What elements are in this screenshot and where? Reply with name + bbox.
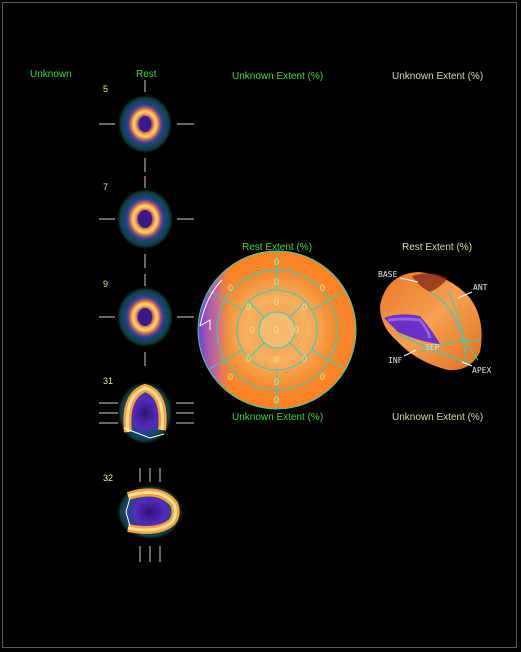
segment-value: 0	[274, 395, 280, 405]
slice-image-31	[99, 381, 194, 445]
slice-image-5	[99, 80, 194, 172]
bullseye-title: Rest Extent (%)	[242, 242, 313, 253]
model-label-inf: INF	[388, 356, 403, 365]
segment-value: 0	[250, 325, 256, 335]
slice-label-31: 31	[103, 376, 114, 386]
slice-image-32	[116, 468, 184, 562]
segment-value: 0	[274, 257, 280, 267]
model-label-apex: APEX	[472, 366, 492, 375]
slice-image-9	[99, 274, 194, 366]
viewer-frame	[2, 2, 517, 648]
segment-value: 0	[274, 277, 280, 287]
slice-label-5: 5	[103, 84, 109, 94]
bullseye-bottom-label: Unknown Extent (%)	[232, 412, 324, 423]
column-header-unknown-extent: Unknown Extent (%)	[232, 71, 324, 82]
model3d-title: Rest Extent (%)	[402, 242, 473, 253]
segment-value: 0	[246, 354, 252, 364]
column-header-unknown: Unknown	[30, 69, 72, 80]
segment-value: 0	[246, 302, 252, 312]
heart-3d-model	[380, 272, 482, 371]
slice-label-7: 7	[103, 182, 109, 192]
slice-image-7	[99, 176, 194, 268]
segment-value: 0	[228, 283, 234, 293]
segment-value: 0	[320, 283, 326, 293]
slice-label-32: 32	[103, 473, 114, 483]
segment-value: 0	[294, 325, 300, 335]
segment-value: 0	[302, 302, 308, 312]
bullseye-polar-map	[197, 250, 357, 410]
segment-value: 0	[302, 354, 308, 364]
slice-label-9: 9	[103, 279, 109, 289]
segment-value: 0	[274, 355, 280, 365]
model-label-base: BASE	[378, 270, 398, 279]
segment-value: 0	[274, 297, 280, 307]
segment-value: 0	[228, 372, 234, 382]
model3d-bottom-label: Unknown Extent (%)	[392, 412, 484, 423]
segment-value: 0	[320, 372, 326, 382]
column-header-rest: Rest	[136, 69, 157, 80]
column-header-unknown-extent-2: Unknown Extent (%)	[392, 71, 484, 82]
segment-value: 0	[274, 377, 280, 387]
model-label-sep: SEP	[425, 343, 440, 352]
model-label-ant: ANT	[473, 283, 488, 292]
segment-value: 0	[274, 325, 280, 335]
